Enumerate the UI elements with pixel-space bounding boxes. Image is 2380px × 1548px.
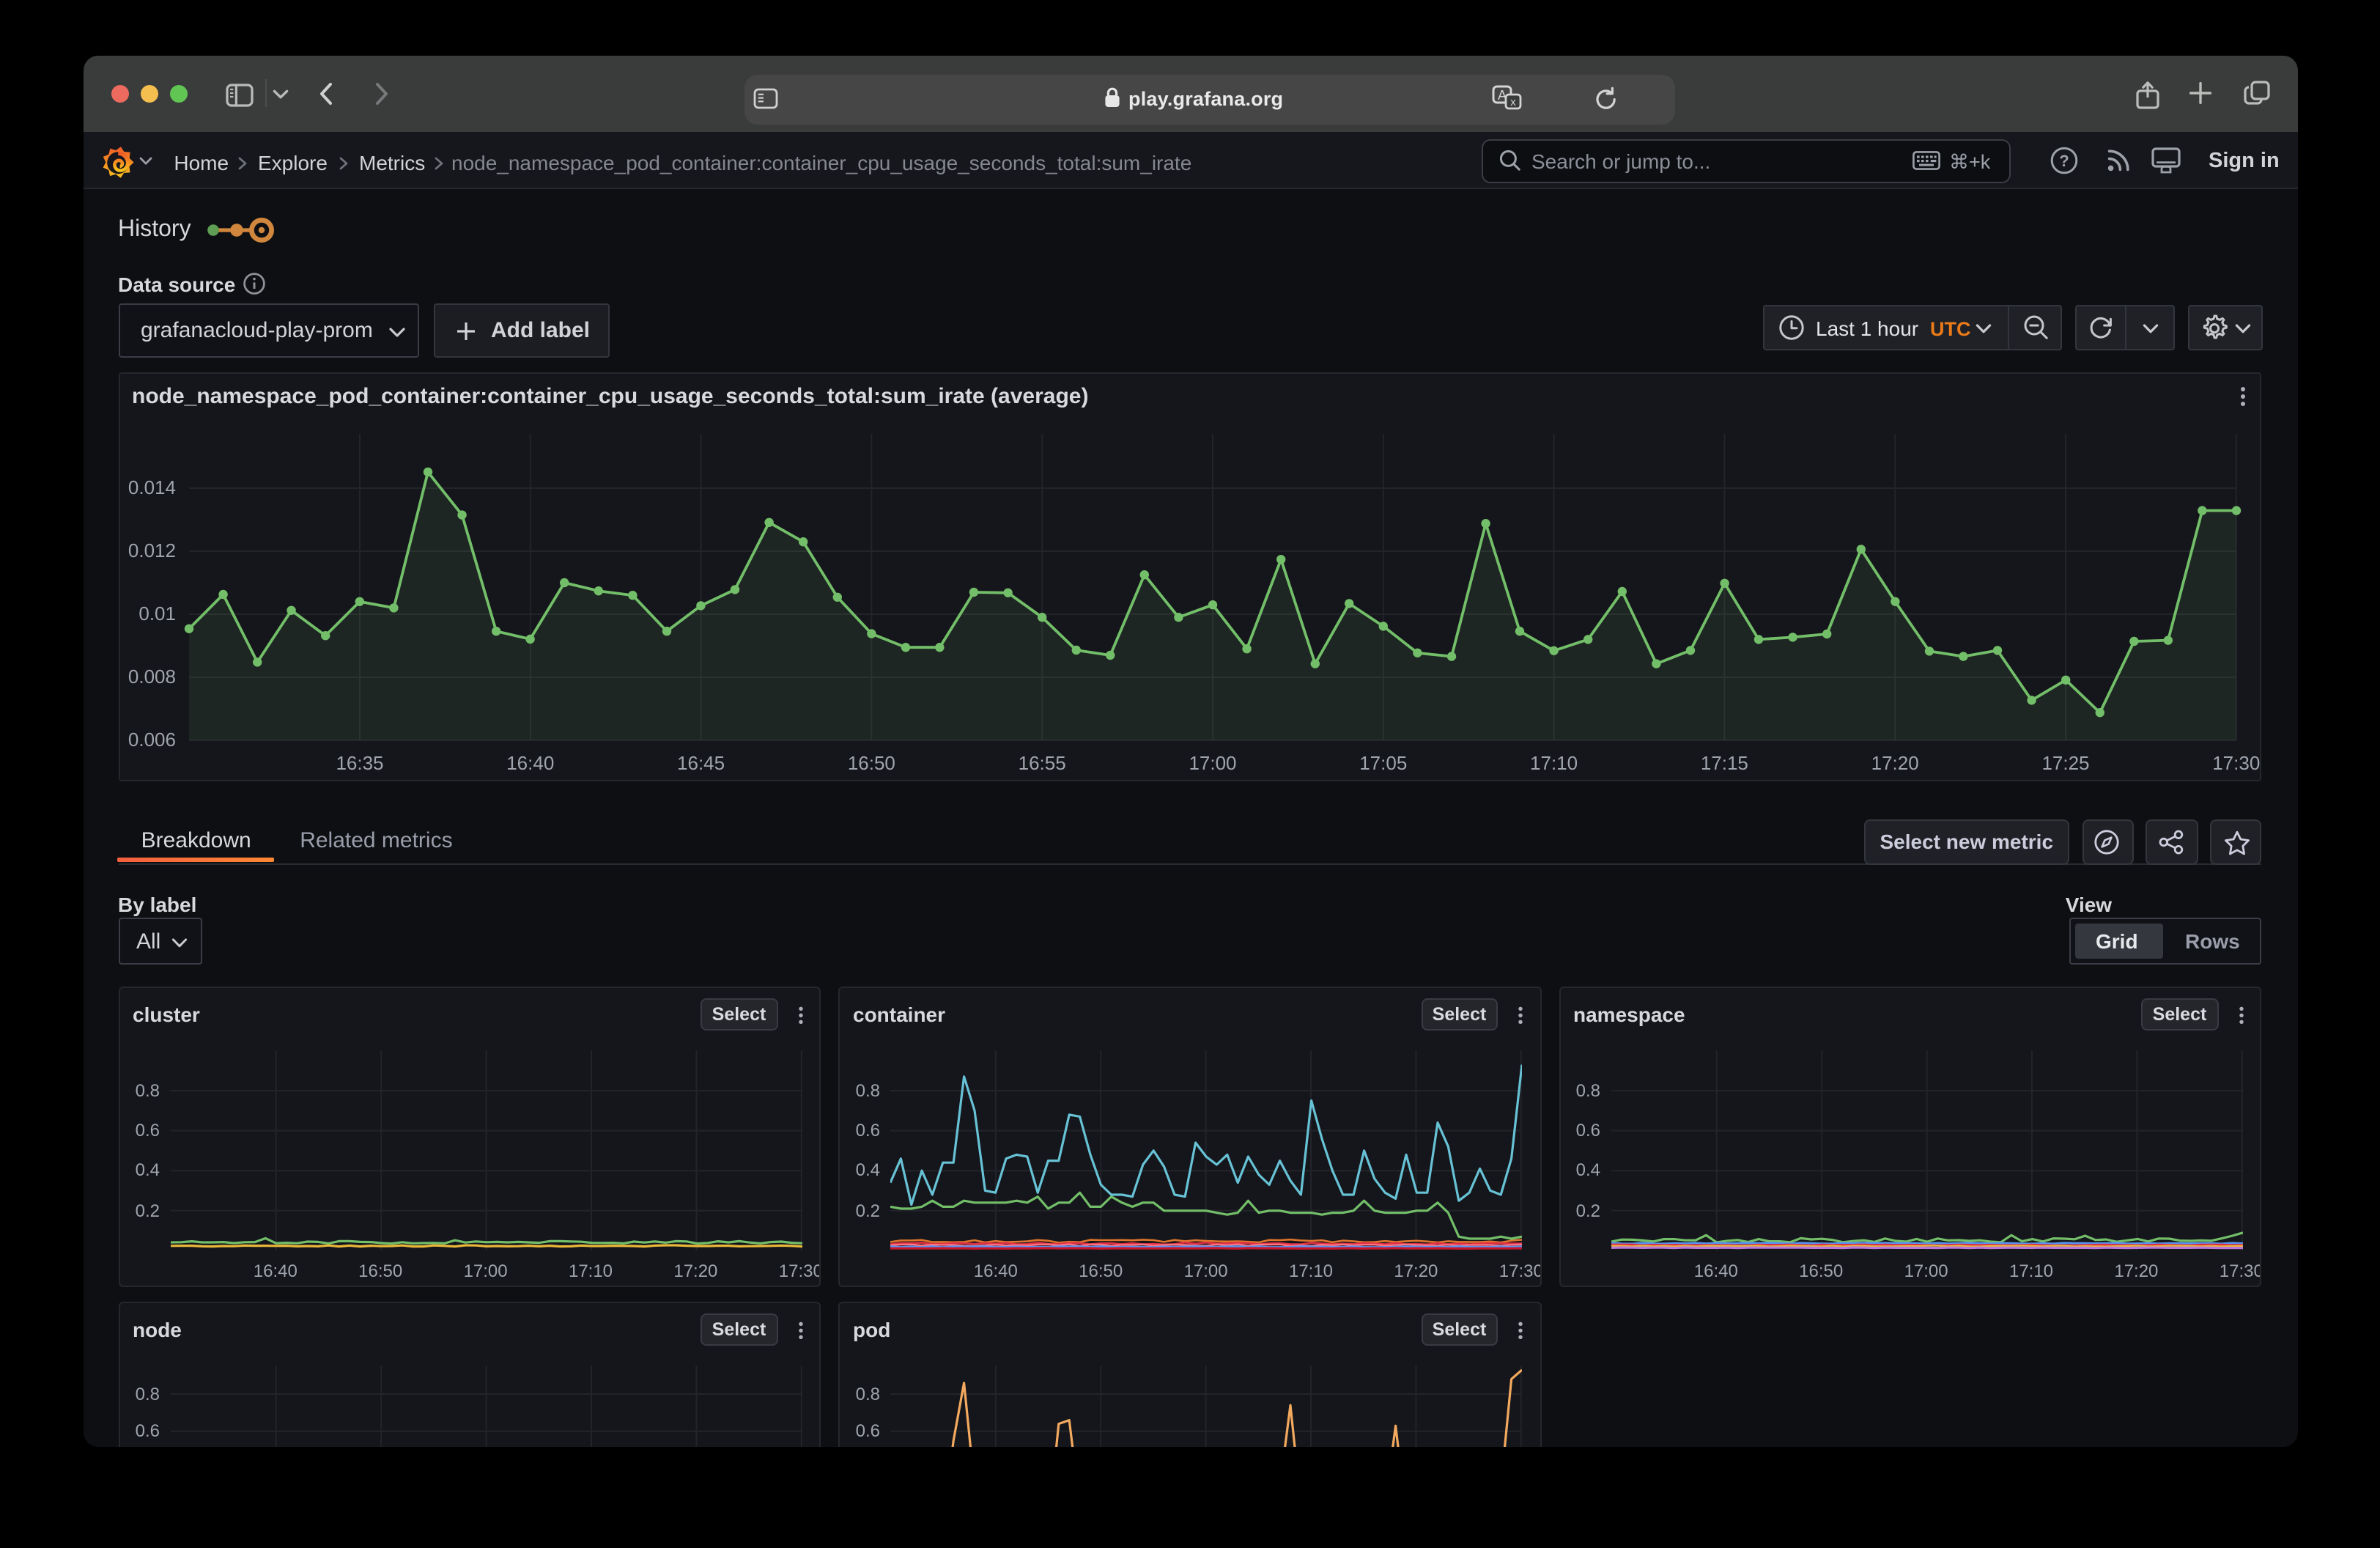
- svg-text:A: A: [1498, 88, 1507, 103]
- svg-text:?: ?: [2059, 152, 2069, 170]
- svg-text:x: x: [1510, 96, 1516, 108]
